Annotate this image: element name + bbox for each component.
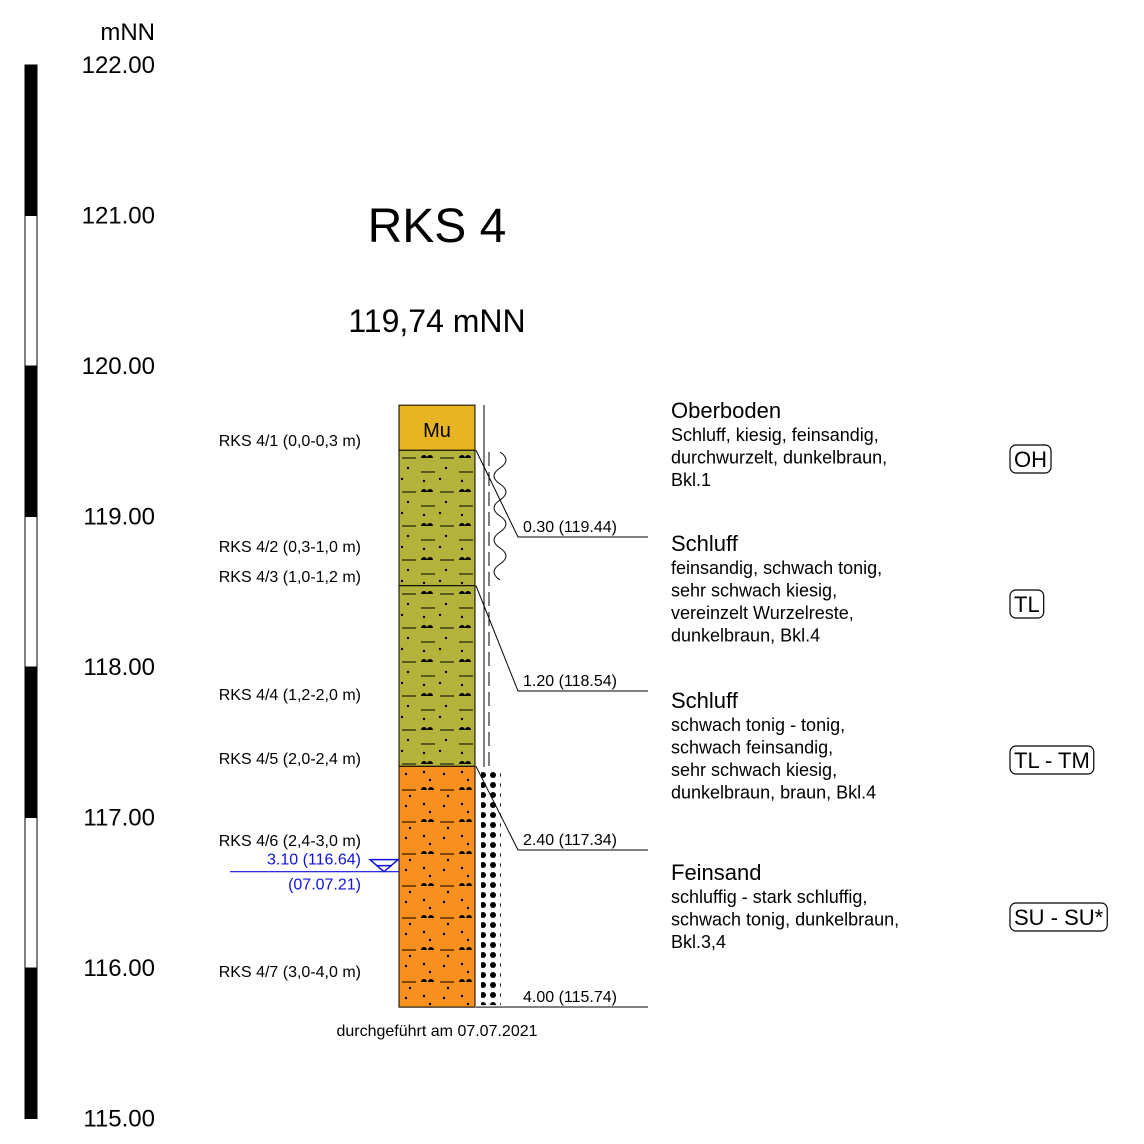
scale-label: 118.00	[83, 654, 155, 681]
water-date: (07.07.21)	[288, 877, 361, 894]
scale-label: 122.00	[82, 52, 155, 79]
layer-description: sehr schwach kiesig,	[671, 760, 837, 780]
soil-class: SU - SU*	[1014, 905, 1104, 930]
sample-label: RKS 4/3 (1,0-1,2 m)	[219, 569, 361, 586]
layer-name: Schluff	[671, 688, 739, 713]
layer-description: schwach tonig, dunkelbraun,	[671, 910, 899, 930]
layer-description: schwach tonig - tonig,	[671, 715, 845, 735]
layer-description: dunkelbraun, braun, Bkl.4	[671, 783, 876, 803]
sample-label: RKS 4/5 (2,0-2,4 m)	[219, 751, 361, 768]
scale-segment	[25, 65, 37, 216]
scale-segment	[25, 818, 37, 969]
depth-label: 2.40 (117.34)	[523, 832, 617, 849]
layer-description: schluffig - stark schluffig,	[671, 887, 867, 907]
layer-symbol: Mu	[423, 420, 451, 442]
layer-description: sehr schwach kiesig,	[671, 581, 837, 601]
layer-description: Schluff, kiesig, feinsandig,	[671, 425, 879, 445]
scale-segment	[25, 667, 37, 818]
sample-label: RKS 4/4 (1,2-2,0 m)	[219, 687, 361, 704]
water-symbol	[370, 860, 398, 872]
layer-name: Schluff	[671, 531, 739, 556]
root-marker	[494, 452, 506, 580]
depth-label: 0.30 (119.44)	[523, 519, 617, 536]
scale-label: 117.00	[83, 805, 155, 832]
footer: durchgeführt am 07.07.2021	[336, 1023, 537, 1040]
layer-description: schwach feinsandig,	[671, 738, 833, 758]
soil-class: TL - TM	[1014, 748, 1090, 773]
layer-description: Bkl.3,4	[671, 932, 726, 952]
layer-description: vereinzelt Wurzelreste,	[671, 603, 854, 623]
scale-label: 116.00	[83, 955, 155, 982]
layer-name: Feinsand	[671, 860, 762, 885]
scale-unit: mNN	[100, 19, 155, 46]
soil-class: OH	[1014, 447, 1047, 472]
scale-label: 121.00	[82, 203, 155, 230]
scale-label: 120.00	[82, 353, 155, 380]
sample-label: RKS 4/2 (0,3-1,0 m)	[219, 539, 361, 556]
water-label: 3.10 (116.64)	[267, 852, 361, 869]
layer-description: dunkelbraun, Bkl.4	[671, 626, 820, 646]
soil-class: TL	[1014, 592, 1040, 617]
scale-segment	[25, 216, 37, 367]
sample-label: RKS 4/6 (2,4-3,0 m)	[219, 833, 361, 850]
title: RKS 4	[368, 200, 507, 253]
scale-segment	[25, 366, 37, 517]
layer-description: Bkl.1	[671, 470, 711, 490]
layer-name: Oberboden	[671, 398, 781, 423]
depth-label: 4.00 (115.74)	[523, 989, 617, 1006]
layer-description: feinsandig, schwach tonig,	[671, 558, 882, 578]
scale-label: 119.00	[83, 504, 155, 531]
layer-pattern	[399, 450, 475, 585]
scale-label: 115.00	[83, 1106, 155, 1133]
gravel-filter	[481, 768, 501, 1005]
sample-label: RKS 4/1 (0,0-0,3 m)	[219, 433, 361, 450]
layer-pattern	[399, 586, 475, 767]
depth-label: 1.20 (118.54)	[523, 673, 617, 690]
elevation: 119,74 mNN	[348, 303, 525, 339]
scale-segment	[25, 517, 37, 668]
sample-label: RKS 4/7 (3,0-4,0 m)	[219, 964, 361, 981]
layer-description: durchwurzelt, dunkelbraun,	[671, 448, 887, 468]
scale-segment	[25, 968, 37, 1119]
layer-pattern	[399, 766, 475, 1007]
